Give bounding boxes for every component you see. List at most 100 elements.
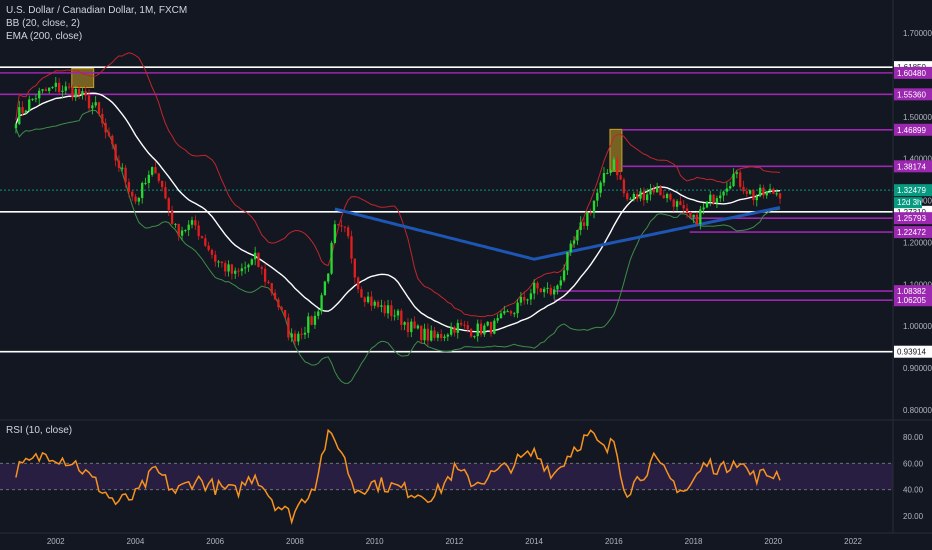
candle-body[interactable] (576, 230, 579, 241)
candle-body[interactable] (433, 330, 436, 338)
candle-body[interactable] (616, 159, 619, 176)
candle-body[interactable] (476, 323, 479, 337)
candle-body[interactable] (622, 179, 626, 194)
candle-body[interactable] (679, 201, 682, 206)
candle-body[interactable] (310, 316, 313, 325)
candle-body[interactable] (636, 193, 639, 199)
candle-body[interactable] (190, 220, 194, 225)
candle-body[interactable] (363, 297, 366, 303)
candle-body[interactable] (420, 325, 423, 341)
candle-body[interactable] (742, 186, 745, 192)
candle-body[interactable] (57, 82, 61, 92)
candle-body[interactable] (453, 327, 456, 333)
candle-body[interactable] (174, 223, 177, 225)
candle-body[interactable] (645, 194, 649, 201)
candle-body[interactable] (154, 167, 157, 174)
candle-body[interactable] (280, 307, 283, 311)
candle-body[interactable] (24, 110, 28, 113)
candle-body[interactable] (772, 188, 775, 194)
candle-body[interactable] (111, 135, 114, 145)
candle-body[interactable] (426, 328, 430, 341)
candle-body[interactable] (632, 193, 636, 199)
candle-body[interactable] (147, 174, 150, 183)
candle-body[interactable] (685, 208, 689, 212)
candle-body[interactable] (317, 311, 320, 316)
candle-body[interactable] (287, 317, 290, 338)
candle-body[interactable] (446, 334, 449, 337)
candle-body[interactable] (579, 222, 582, 231)
candle-body[interactable] (340, 225, 343, 227)
candle-body[interactable] (290, 333, 293, 338)
candle-body[interactable] (307, 316, 310, 333)
candle-body[interactable] (599, 182, 602, 193)
candle-body[interactable] (722, 191, 725, 196)
candle-body[interactable] (343, 226, 347, 228)
candle-body[interactable] (689, 211, 692, 218)
candle-body[interactable] (549, 287, 552, 295)
candle-body[interactable] (137, 197, 141, 202)
candle-body[interactable] (702, 207, 705, 210)
candle-body[interactable] (21, 107, 24, 113)
candle-body[interactable] (61, 90, 64, 92)
candle-body[interactable] (479, 323, 483, 335)
candle-body[interactable] (260, 266, 263, 269)
candle-body[interactable] (74, 88, 77, 98)
candle-body[interactable] (659, 186, 662, 196)
candle-body[interactable] (277, 299, 280, 308)
candle-body[interactable] (127, 182, 131, 192)
candle-body[interactable] (712, 194, 715, 204)
candle-body[interactable] (410, 321, 413, 333)
candle-body[interactable] (267, 281, 270, 284)
candle-body[interactable] (406, 322, 410, 333)
candle-body[interactable] (297, 333, 300, 342)
candle-body[interactable] (483, 325, 486, 335)
candle-body[interactable] (134, 196, 137, 202)
candle-body[interactable] (396, 310, 400, 316)
candle-body[interactable] (114, 144, 117, 161)
candle-body[interactable] (227, 264, 230, 272)
candle-body[interactable] (732, 173, 735, 187)
candle-body[interactable] (370, 296, 373, 306)
candle-body[interactable] (775, 193, 778, 195)
candle-body[interactable] (629, 198, 632, 200)
candle-body[interactable] (313, 315, 317, 325)
candle-body[interactable] (413, 321, 416, 329)
candle-body[interactable] (765, 191, 768, 196)
candle-body[interactable] (559, 280, 562, 286)
candle-body[interactable] (48, 87, 51, 92)
candle-body[interactable] (526, 299, 529, 301)
candle-body[interactable] (333, 224, 337, 243)
candle-body[interactable] (609, 170, 612, 173)
candle-body[interactable] (768, 188, 772, 192)
candle-body[interactable] (144, 182, 147, 184)
candle-body[interactable] (87, 95, 91, 109)
candle-body[interactable] (253, 252, 257, 260)
candle-body[interactable] (91, 105, 94, 109)
candle-body[interactable] (107, 132, 111, 136)
candle-body[interactable] (489, 321, 493, 334)
candle-body[interactable] (569, 243, 572, 253)
candle-body[interactable] (592, 200, 596, 213)
candle-body[interactable] (619, 175, 622, 180)
candle-body[interactable] (586, 212, 589, 226)
candle-body[interactable] (121, 167, 124, 169)
candle-body[interactable] (67, 86, 71, 88)
candle-body[interactable] (449, 327, 453, 335)
candle-body[interactable] (655, 186, 659, 193)
candle-body[interactable] (463, 324, 466, 326)
candle-body[interactable] (273, 292, 277, 300)
candle-body[interactable] (739, 172, 742, 187)
candle-body[interactable] (207, 245, 210, 251)
candle-body[interactable] (77, 88, 81, 95)
candle-body[interactable] (220, 261, 224, 264)
candle-body[interactable] (748, 190, 752, 194)
candle-body[interactable] (719, 195, 722, 199)
candle-body[interactable] (589, 212, 592, 214)
candle-body[interactable] (699, 209, 702, 225)
candle-body[interactable] (131, 191, 134, 197)
candle-body[interactable] (642, 191, 645, 201)
candle-body[interactable] (762, 187, 765, 196)
candle-body[interactable] (649, 189, 652, 195)
candle-body[interactable] (572, 240, 576, 244)
